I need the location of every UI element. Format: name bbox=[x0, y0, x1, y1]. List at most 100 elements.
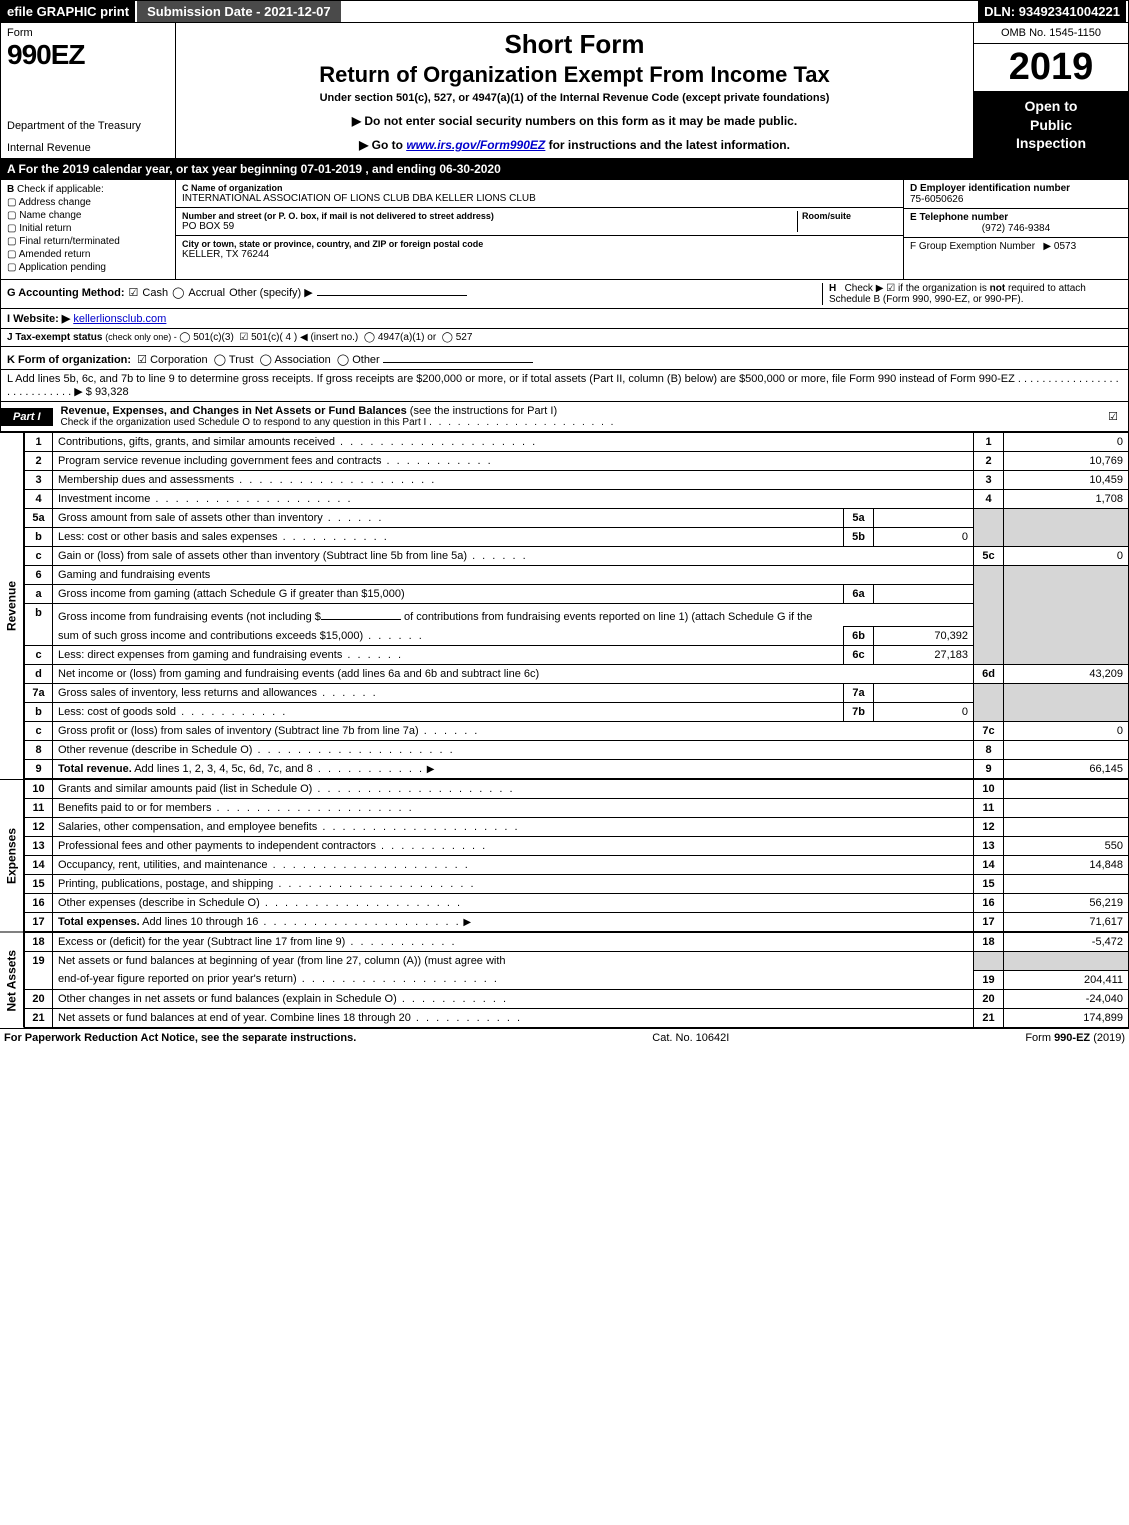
chk-other[interactable]: ◯ bbox=[337, 354, 349, 366]
part1-check[interactable]: ☑ bbox=[1098, 410, 1128, 423]
irs-link[interactable]: www.irs.gov/Form990EZ bbox=[406, 138, 545, 152]
dept-irs: Internal Revenue bbox=[7, 142, 169, 154]
amt-7c: 0 bbox=[1004, 722, 1129, 741]
addr-label: Number and street (or P. O. box, if mail… bbox=[182, 211, 797, 221]
org-city: KELLER, TX 76244 bbox=[182, 249, 269, 260]
row-k-formorg: K Form of organization: ☑ Corporation ◯ … bbox=[0, 347, 1129, 370]
amt-20: -24,040 bbox=[1004, 989, 1129, 1008]
chk-527[interactable]: ◯ bbox=[442, 332, 453, 343]
under-section: Under section 501(c), 527, or 4947(a)(1)… bbox=[184, 92, 965, 104]
col-c-orginfo: C Name of organization INTERNATIONAL ASS… bbox=[176, 180, 903, 279]
l-text: L Add lines 5b, 6c, and 7b to line 9 to … bbox=[7, 373, 1015, 385]
netassets-sidelabel: Net Assets bbox=[0, 932, 24, 1028]
chk-cash[interactable]: ☑ bbox=[129, 286, 139, 299]
phone-value: (972) 746-9384 bbox=[910, 223, 1122, 234]
amt-21: 174,899 bbox=[1004, 1008, 1129, 1027]
chk-assoc[interactable]: ◯ bbox=[260, 354, 272, 366]
amt-19: 204,411 bbox=[1004, 970, 1129, 989]
amt-6d: 43,209 bbox=[1004, 665, 1129, 684]
short-form-title: Short Form bbox=[184, 29, 965, 60]
amt-4: 1,708 bbox=[1004, 490, 1129, 509]
revenue-table: 1Contributions, gifts, grants, and simil… bbox=[24, 432, 1129, 779]
chk-address-change[interactable]: ▢ Address change bbox=[7, 197, 169, 208]
chk-name-change[interactable]: ▢ Name change bbox=[7, 210, 169, 221]
amt-17: 71,617 bbox=[1004, 913, 1129, 932]
efile-label: efile GRAPHIC print bbox=[1, 1, 137, 22]
form-header: Form 990EZ Department of the Treasury In… bbox=[0, 23, 1129, 159]
omb-number: OMB No. 1545-1150 bbox=[974, 23, 1128, 44]
amt-1: 0 bbox=[1004, 433, 1129, 452]
dln-label: DLN: 93492341004221 bbox=[978, 1, 1128, 22]
chk-4947[interactable]: ◯ bbox=[364, 332, 375, 343]
website-link[interactable]: kellerlionsclub.com bbox=[73, 313, 166, 325]
form-label: Form bbox=[7, 27, 169, 39]
amt-5c: 0 bbox=[1004, 547, 1129, 566]
form-number: 990EZ bbox=[7, 39, 169, 71]
open-inspection: Open toPublicInspection bbox=[974, 91, 1128, 158]
j-label: J Tax-exempt status bbox=[7, 332, 105, 343]
h-label: H bbox=[829, 283, 836, 294]
chk-final-return[interactable]: ▢ Final return/terminated bbox=[7, 236, 169, 247]
amt-13: 550 bbox=[1004, 837, 1129, 856]
spacer bbox=[343, 1, 978, 22]
chk-application-pending[interactable]: ▢ Application pending bbox=[7, 262, 169, 273]
chk-501c[interactable]: ☑ bbox=[239, 332, 248, 343]
header-right: OMB No. 1545-1150 2019 Open toPublicInsp… bbox=[973, 23, 1128, 158]
amt-6c: 27,183 bbox=[874, 646, 974, 665]
tax-year: 2019 bbox=[974, 44, 1128, 91]
dept-treasury: Department of the Treasury bbox=[7, 120, 169, 132]
amt-8 bbox=[1004, 741, 1129, 760]
period-row: A For the 2019 calendar year, or tax yea… bbox=[0, 159, 1129, 180]
amt-6b: 70,392 bbox=[874, 627, 974, 646]
amt-14: 14,848 bbox=[1004, 856, 1129, 875]
amt-9: 66,145 bbox=[1004, 760, 1129, 779]
g-other-field[interactable] bbox=[317, 283, 467, 296]
expenses-table: 10Grants and similar amounts paid (list … bbox=[24, 779, 1129, 932]
part1-title: Revenue, Expenses, and Changes in Net As… bbox=[61, 405, 407, 417]
paperwork-notice: For Paperwork Reduction Act Notice, see … bbox=[4, 1032, 356, 1044]
header-center: Short Form Return of Organization Exempt… bbox=[176, 23, 973, 158]
amt-3: 10,459 bbox=[1004, 471, 1129, 490]
amt-11 bbox=[1004, 799, 1129, 818]
form-version: Form 990-EZ (2019) bbox=[1025, 1032, 1125, 1044]
group-exemption-value: 0573 bbox=[1054, 241, 1076, 252]
i-label: I Website: ▶ bbox=[7, 313, 70, 325]
g-label: G Accounting Method: bbox=[7, 287, 125, 299]
page-footer: For Paperwork Reduction Act Notice, see … bbox=[0, 1028, 1129, 1047]
amt-7b: 0 bbox=[874, 703, 974, 722]
amt-16: 56,219 bbox=[1004, 894, 1129, 913]
k-other-field[interactable] bbox=[383, 350, 533, 363]
chk-amended-return[interactable]: ▢ Amended return bbox=[7, 249, 169, 260]
amt-15 bbox=[1004, 875, 1129, 894]
row-j-status: J Tax-exempt status (check only one) - ◯… bbox=[0, 329, 1129, 347]
l-amount: $ 93,328 bbox=[86, 386, 129, 398]
k-label: K Form of organization: bbox=[7, 354, 131, 366]
part1-label: Part I bbox=[1, 408, 53, 426]
row-g-h: G Accounting Method: ☑ Cash ◯ Accrual Ot… bbox=[0, 280, 1129, 309]
ein-value: 75-6050626 bbox=[910, 194, 963, 205]
amt-12 bbox=[1004, 818, 1129, 837]
submission-date-button[interactable]: Submission Date - 2021-12-07 bbox=[137, 1, 343, 22]
c-name-label: C Name of organization bbox=[182, 183, 897, 193]
amt-2: 10,769 bbox=[1004, 452, 1129, 471]
chk-501c3[interactable]: ◯ bbox=[179, 332, 190, 343]
chk-corp[interactable]: ☑ bbox=[137, 354, 147, 366]
cat-no: Cat. No. 10642I bbox=[652, 1032, 729, 1044]
return-title: Return of Organization Exempt From Incom… bbox=[184, 62, 965, 88]
chk-h[interactable]: ☑ bbox=[886, 283, 895, 294]
netassets-table: 18Excess or (deficit) for the year (Subt… bbox=[24, 932, 1129, 1028]
section-bcdef: B Check if applicable: ▢ Address change … bbox=[0, 180, 1129, 280]
org-name: INTERNATIONAL ASSOCIATION OF LIONS CLUB … bbox=[182, 193, 536, 204]
top-bar: efile GRAPHIC print Submission Date - 20… bbox=[0, 0, 1129, 23]
row-i-website: I Website: ▶ kellerlionsclub.com bbox=[0, 309, 1129, 329]
part1-header: Part I Revenue, Expenses, and Changes in… bbox=[0, 402, 1129, 432]
revenue-sidelabel: Revenue bbox=[0, 432, 24, 779]
chk-accrual[interactable]: ◯ bbox=[172, 286, 184, 299]
d-ein-label: D Employer identification number bbox=[910, 183, 1122, 194]
header-left: Form 990EZ Department of the Treasury In… bbox=[1, 23, 176, 158]
chk-initial-return[interactable]: ▢ Initial return bbox=[7, 223, 169, 234]
amt-5b: 0 bbox=[874, 528, 974, 547]
org-address: PO BOX 59 bbox=[182, 221, 234, 232]
e-phone-label: E Telephone number bbox=[910, 212, 1122, 223]
chk-trust[interactable]: ◯ bbox=[214, 354, 226, 366]
